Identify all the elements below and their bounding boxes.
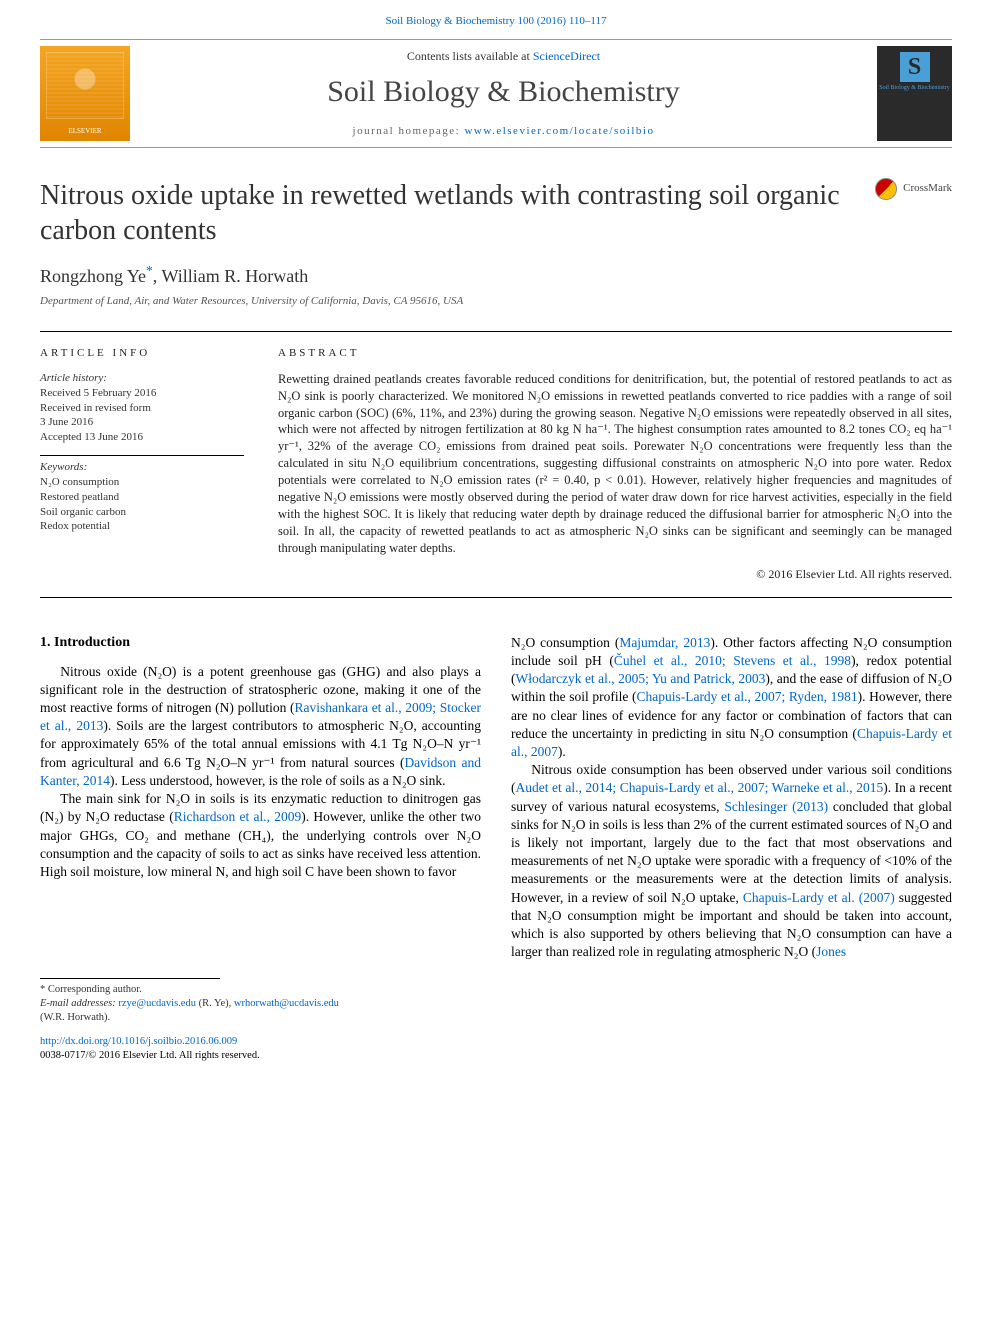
author-1: Rongzhong Ye bbox=[40, 266, 146, 286]
p1-c: ). Less understood, however, is the role… bbox=[110, 773, 446, 788]
crossmark-icon bbox=[875, 178, 897, 200]
keyword-2: Restored peatland bbox=[40, 490, 244, 505]
ref-richardson[interactable]: Richardson et al., 2009 bbox=[174, 809, 302, 824]
ref-chapuis-1[interactable]: Chapuis-Lardy et al., 2007; Ryden, 1981 bbox=[636, 689, 857, 704]
top-citation-link[interactable]: Soil Biology & Biochemistry 100 (2016) 1… bbox=[0, 0, 992, 39]
email-label: E-mail addresses: bbox=[40, 998, 116, 1009]
keyword-1: N₂O consumption bbox=[40, 475, 244, 490]
corresponding-author: * Corresponding author. bbox=[40, 983, 952, 997]
homepage-link[interactable]: www.elsevier.com/locate/soilbio bbox=[464, 125, 654, 137]
journal-banner: ELSEVIER Contents lists available at Sci… bbox=[40, 39, 952, 148]
doi-link[interactable]: http://dx.doi.org/10.1016/j.soilbio.2016… bbox=[40, 1036, 237, 1047]
info-abstract-row: article info Article history: Received 5… bbox=[40, 331, 952, 598]
ref-audet[interactable]: Audet et al., 2014; Chapuis-Lardy et al.… bbox=[516, 780, 884, 795]
email-2[interactable]: wrhorwath@ucdavis.edu bbox=[234, 998, 339, 1009]
title-block: Nitrous oxide uptake in rewetted wetland… bbox=[40, 178, 952, 248]
intro-p2: The main sink for N₂O in soils is its en… bbox=[40, 790, 481, 881]
rp1-a: N₂O consumption ( bbox=[511, 635, 619, 650]
abstract: abstract Rewetting drained peatlands cre… bbox=[260, 332, 952, 597]
ref-cuhel[interactable]: Čuhel et al., 2010; Stevens et al., 1998 bbox=[614, 653, 851, 668]
intro-heading: 1. Introduction bbox=[40, 634, 481, 653]
author-2: William R. Horwath bbox=[161, 266, 308, 286]
cover-s-icon bbox=[900, 52, 930, 82]
keywords-head: Keywords: bbox=[40, 455, 244, 475]
contents-prefix: Contents lists available at bbox=[407, 49, 533, 63]
abstract-heading: abstract bbox=[278, 346, 952, 361]
intro-right-p1: N₂O consumption (Majumdar, 2013). Other … bbox=[511, 634, 952, 762]
email-1-who: (R. Ye), bbox=[196, 998, 234, 1009]
contents-line: Contents lists available at ScienceDirec… bbox=[407, 48, 600, 64]
elsevier-logo: ELSEVIER bbox=[40, 46, 130, 141]
email-line: E-mail addresses: rzye@ucdavis.edu (R. Y… bbox=[40, 997, 952, 1011]
history-received: Received 5 February 2016 bbox=[40, 386, 244, 401]
ref-majumdar[interactable]: Majumdar, 2013 bbox=[619, 635, 710, 650]
keyword-3: Soil organic carbon bbox=[40, 505, 244, 520]
article-info-heading: article info bbox=[40, 346, 244, 361]
article-info: article info Article history: Received 5… bbox=[40, 332, 260, 597]
body-columns: 1. Introduction Nitrous oxide (N₂O) is a… bbox=[40, 634, 952, 962]
email-1[interactable]: rzye@ucdavis.edu bbox=[118, 998, 196, 1009]
abstract-copyright: © 2016 Elsevier Ltd. All rights reserved… bbox=[278, 566, 952, 582]
crossmark-label: CrossMark bbox=[903, 181, 952, 196]
sciencedirect-link[interactable]: ScienceDirect bbox=[533, 49, 600, 63]
banner-center: Contents lists available at ScienceDirec… bbox=[140, 46, 867, 141]
rp1-f: ). bbox=[558, 744, 566, 759]
journal-name: Soil Biology & Biochemistry bbox=[327, 72, 680, 113]
ref-wlodarczyk[interactable]: Włodarczyk et al., 2005; Yu and Patrick,… bbox=[516, 671, 766, 686]
history-head: Article history: bbox=[40, 371, 244, 386]
homepage-prefix: journal homepage: bbox=[353, 125, 465, 137]
history-accepted: Accepted 13 June 2016 bbox=[40, 430, 244, 445]
issn-line: 0038-0717/© 2016 Elsevier Ltd. All right… bbox=[40, 1050, 260, 1061]
corr-mark[interactable]: * bbox=[146, 263, 153, 278]
intro-right-p2: Nitrous oxide consumption has been obser… bbox=[511, 761, 952, 961]
elsevier-label: ELSEVIER bbox=[68, 127, 101, 136]
citation-text[interactable]: Soil Biology & Biochemistry 100 (2016) 1… bbox=[385, 15, 606, 27]
ref-schlesinger[interactable]: Schlesinger (2013) bbox=[724, 799, 828, 814]
cover-title: Soil Biology & Biochemistry bbox=[877, 84, 952, 92]
email-2-who: (W.R. Horwath). bbox=[40, 1011, 952, 1025]
footnotes: * Corresponding author. E-mail addresses… bbox=[40, 983, 952, 1026]
crossmark-badge-container[interactable]: CrossMark bbox=[875, 178, 952, 200]
ref-jones[interactable]: Jones bbox=[816, 944, 846, 959]
journal-cover-thumb: Soil Biology & Biochemistry bbox=[877, 46, 952, 141]
authors-line: Rongzhong Ye*, William R. Horwath bbox=[40, 262, 952, 288]
keyword-4: Redox potential bbox=[40, 519, 244, 534]
right-column: N₂O consumption (Majumdar, 2013). Other … bbox=[511, 634, 952, 962]
affiliation: Department of Land, Air, and Water Resou… bbox=[40, 294, 952, 309]
footnote-separator bbox=[40, 978, 220, 979]
history-revised-1: Received in revised form bbox=[40, 401, 244, 416]
doi-block: http://dx.doi.org/10.1016/j.soilbio.2016… bbox=[40, 1035, 952, 1063]
paper-title: Nitrous oxide uptake in rewetted wetland… bbox=[40, 178, 875, 248]
ref-chapuis-3[interactable]: Chapuis-Lardy et al. (2007) bbox=[743, 890, 895, 905]
homepage-line: journal homepage: www.elsevier.com/locat… bbox=[353, 124, 655, 139]
history-revised-2: 3 June 2016 bbox=[40, 415, 244, 430]
intro-p1: Nitrous oxide (N₂O) is a potent greenhou… bbox=[40, 663, 481, 791]
left-column: 1. Introduction Nitrous oxide (N₂O) is a… bbox=[40, 634, 481, 962]
abstract-body: Rewetting drained peatlands creates favo… bbox=[278, 371, 952, 557]
